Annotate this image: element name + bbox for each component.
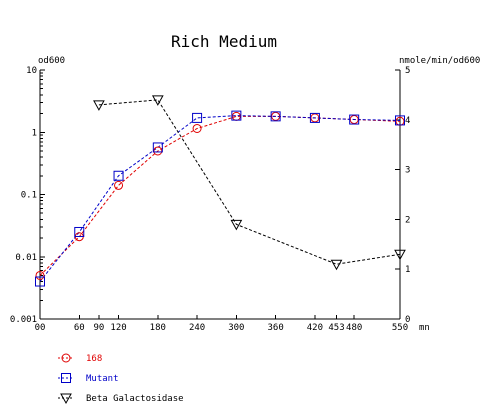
legend-label: 168 — [86, 354, 102, 364]
legend-label: Mutant — [86, 374, 119, 384]
series-marker — [74, 226, 85, 237]
left-tick-label: 0.01 — [15, 253, 37, 263]
series-marker — [394, 249, 406, 261]
x-tick-label: 60 — [74, 323, 85, 333]
x-tick-label: 420 — [307, 323, 323, 333]
left-tick-label: 0.001 — [10, 315, 37, 325]
left-tick-label: 0.1 — [21, 191, 37, 201]
x-tick-label: 180 — [150, 323, 166, 333]
right-tick-label: 3 — [405, 166, 410, 176]
left-tick-label: 10 — [26, 66, 37, 76]
series-line — [39, 115, 401, 276]
series-marker — [93, 100, 105, 111]
series-marker — [395, 115, 405, 126]
right-tick-label: 0 — [405, 315, 410, 325]
series-marker — [349, 114, 360, 125]
series-markers — [35, 95, 406, 287]
axis-ticks: 00 60 90 120 180 240 300 360 420 453 480 5501010.10… — [10, 66, 411, 333]
right-tick-label: 1 — [405, 265, 410, 275]
legend-marker — [61, 373, 71, 383]
right-axis-unit: nmole/min/od600 — [399, 56, 480, 66]
series-marker — [330, 259, 343, 271]
legend-marker — [61, 353, 71, 363]
series-marker — [35, 270, 45, 280]
series-marker — [231, 110, 242, 121]
x-axis-unit: mn — [419, 323, 430, 333]
series-marker — [270, 111, 281, 122]
x-tick-label: 90 — [93, 323, 104, 333]
x-tick-label: 00 — [35, 323, 46, 333]
left-axis-unit: od600 — [38, 56, 65, 66]
legend: 168 Mutant Beta Galactosidase — [58, 353, 184, 405]
x-tick-label: 360 — [268, 323, 284, 333]
series-marker — [192, 123, 202, 133]
series-marker — [192, 112, 203, 123]
right-tick-label: 4 — [405, 116, 410, 126]
left-tick-label: 1 — [32, 128, 37, 138]
series-marker — [35, 276, 45, 287]
series-marker — [113, 170, 124, 181]
right-tick-label: 5 — [405, 66, 410, 76]
series-marker — [230, 219, 243, 231]
x-tick-label: 300 — [228, 323, 244, 333]
series-line — [98, 99, 401, 265]
series-marker — [152, 142, 163, 153]
x-tick-label: 550 — [392, 323, 408, 333]
x-tick-label: 120 — [110, 323, 126, 333]
x-tick-label: 480 — [346, 323, 362, 333]
right-tick-label: 2 — [405, 215, 410, 225]
x-tick-label: 453 — [328, 323, 344, 333]
series-marker — [309, 112, 320, 123]
legend-label: Beta Galactosidase — [86, 394, 184, 404]
series-marker — [114, 180, 124, 190]
legend-marker — [60, 393, 72, 405]
x-tick-label: 240 — [189, 323, 205, 333]
series-lines — [39, 99, 401, 282]
series-marker — [151, 95, 164, 106]
chart-title: Rich Medium — [171, 32, 277, 51]
series-line — [39, 115, 401, 282]
